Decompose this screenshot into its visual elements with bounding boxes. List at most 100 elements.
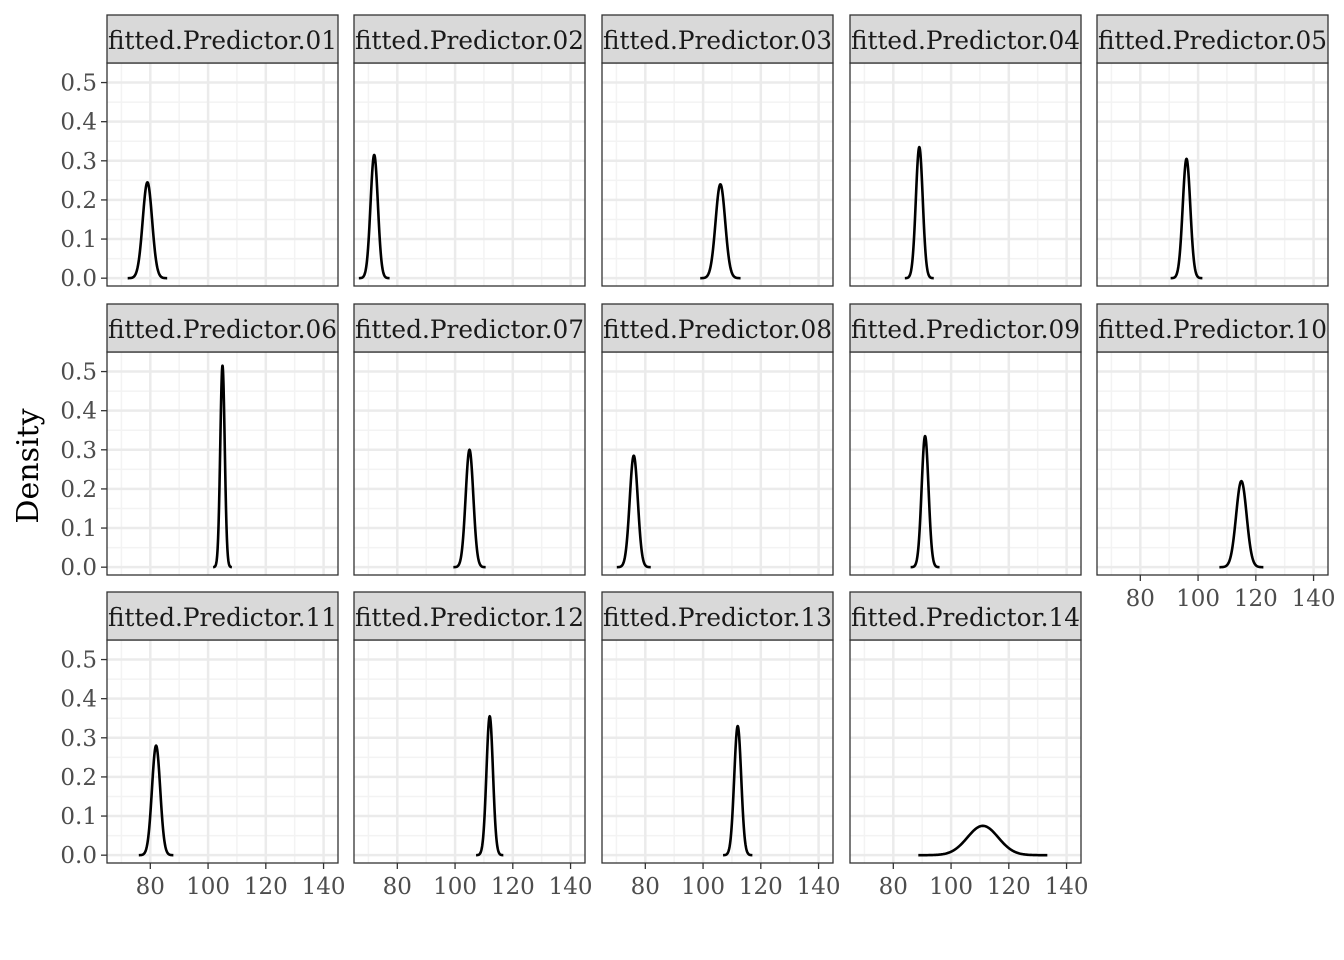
facet-strip [106, 14, 339, 64]
y-tick-label: 0.2 [60, 765, 97, 791]
facet-panel: fitted.Predictor.12 80 100 120 140 [353, 591, 593, 900]
major-gridlines [850, 63, 1081, 286]
density-curve [357, 153, 391, 280]
facet-panel: fitted.Predictor.09 [849, 303, 1082, 576]
x-tick-label: 80 [1126, 586, 1155, 612]
minor-gridlines [107, 63, 338, 286]
panel-background [354, 640, 585, 863]
facet-panel: fitted.Predictor.10 80 100 120 140 [1096, 303, 1336, 612]
x-tick-label: 100 [929, 874, 973, 900]
facet-strip [849, 14, 1082, 64]
facet-strip-label: fitted.Predictor.04 [851, 26, 1080, 55]
density-curve [699, 182, 742, 280]
density-curve [452, 448, 487, 569]
y-tick-label: 0.2 [60, 188, 97, 214]
major-gridlines [850, 352, 1081, 575]
minor-gridlines [354, 640, 585, 863]
x-axis: 80 100 120 140 [383, 863, 593, 900]
facet-panel: fitted.Predictor.06 0.0 0.1 0.2 0.3 0.4 0.5 [60, 303, 339, 581]
x-tick-label: 120 [739, 874, 783, 900]
x-axis: 80 100 120 140 [1126, 575, 1336, 612]
major-gridlines [602, 352, 833, 575]
density-curve [918, 824, 1048, 857]
major-gridlines [354, 63, 585, 286]
x-axis: 80 100 120 140 [136, 863, 346, 900]
facet-strip [601, 14, 834, 64]
panel-background [850, 640, 1081, 863]
facet-strip [106, 303, 339, 353]
minor-gridlines [1097, 63, 1328, 286]
major-gridlines [107, 640, 338, 863]
density-curve [1169, 157, 1204, 280]
facet-strip [601, 303, 834, 353]
facet-strip-label: fitted.Predictor.08 [603, 315, 832, 344]
x-tick-label: 140 [302, 874, 346, 900]
facet-panel: fitted.Predictor.08 [601, 303, 834, 576]
density-curve [615, 454, 652, 569]
major-gridlines [1097, 63, 1328, 286]
x-tick-label: 120 [987, 874, 1031, 900]
density-curve [909, 434, 941, 569]
panel-background [1097, 352, 1328, 575]
y-tick-label: 0.2 [60, 477, 97, 503]
x-tick-label: 120 [491, 874, 535, 900]
panel-background [602, 352, 833, 575]
y-tick-label: 0.0 [60, 843, 97, 869]
density-curve [126, 181, 169, 280]
panel-background [1097, 63, 1328, 286]
minor-gridlines [602, 63, 833, 286]
facet-strip-label: fitted.Predictor.09 [851, 315, 1080, 344]
density-curve [903, 145, 935, 280]
major-gridlines [354, 640, 585, 863]
facet-panel: fitted.Predictor.07 [353, 303, 586, 576]
y-tick-label: 0.3 [60, 726, 97, 752]
facet-strip-label: fitted.Predictor.13 [603, 603, 832, 632]
y-tick-label: 0.0 [60, 555, 97, 581]
y-tick-label: 0.1 [60, 516, 97, 542]
facet-panel: fitted.Predictor.02 [353, 14, 586, 287]
y-tick-label: 0.4 [60, 399, 97, 425]
facet-strip-label: fitted.Predictor.01 [108, 26, 337, 55]
facet-strip-label: fitted.Predictor.02 [355, 26, 584, 55]
minor-gridlines [107, 640, 338, 863]
facet-strip-label: fitted.Predictor.05 [1098, 26, 1327, 55]
y-tick-label: 0.3 [60, 438, 97, 464]
facet-strip-label: fitted.Predictor.12 [355, 603, 584, 632]
x-tick-label: 140 [797, 874, 841, 900]
facet-panel: fitted.Predictor.04 [849, 14, 1082, 287]
facet-strip [1096, 303, 1329, 353]
panel-background [107, 640, 338, 863]
x-tick-label: 80 [879, 874, 908, 900]
x-axis: 80 100 120 140 [879, 863, 1089, 900]
facet-strip [849, 303, 1082, 353]
facet-panel: fitted.Predictor.13 80 100 120 140 [601, 591, 841, 900]
facet-strip [353, 303, 586, 353]
x-tick-label: 140 [549, 874, 593, 900]
facet-strip-label: fitted.Predictor.03 [603, 26, 832, 55]
panel-background [602, 63, 833, 286]
x-tick-label: 80 [136, 874, 165, 900]
facet-strip [1096, 14, 1329, 64]
major-gridlines [850, 640, 1081, 863]
density-curve [137, 744, 175, 857]
x-tick-label: 80 [383, 874, 412, 900]
facet-panel: fitted.Predictor.01 0.0 0.1 0.2 0.3 0.4 0.5 [60, 14, 339, 292]
minor-gridlines [107, 352, 338, 575]
minor-gridlines [850, 352, 1081, 575]
facet-panel: fitted.Predictor.05 [1096, 14, 1329, 287]
density-curve [1218, 479, 1265, 569]
facet-strip-label: fitted.Predictor.10 [1098, 315, 1327, 344]
x-tick-label: 120 [1234, 586, 1278, 612]
minor-gridlines [850, 63, 1081, 286]
facet-strip [353, 14, 586, 64]
y-axis-label: Density [11, 408, 46, 523]
facet-panel: fitted.Predictor.03 [601, 14, 834, 287]
panel-background [354, 63, 585, 286]
facet-strip-label: fitted.Predictor.07 [355, 315, 584, 344]
x-tick-label: 120 [244, 874, 288, 900]
panel-background [850, 352, 1081, 575]
panel-background [850, 63, 1081, 286]
y-tick-label: 0.1 [60, 227, 97, 253]
x-tick-label: 80 [631, 874, 660, 900]
